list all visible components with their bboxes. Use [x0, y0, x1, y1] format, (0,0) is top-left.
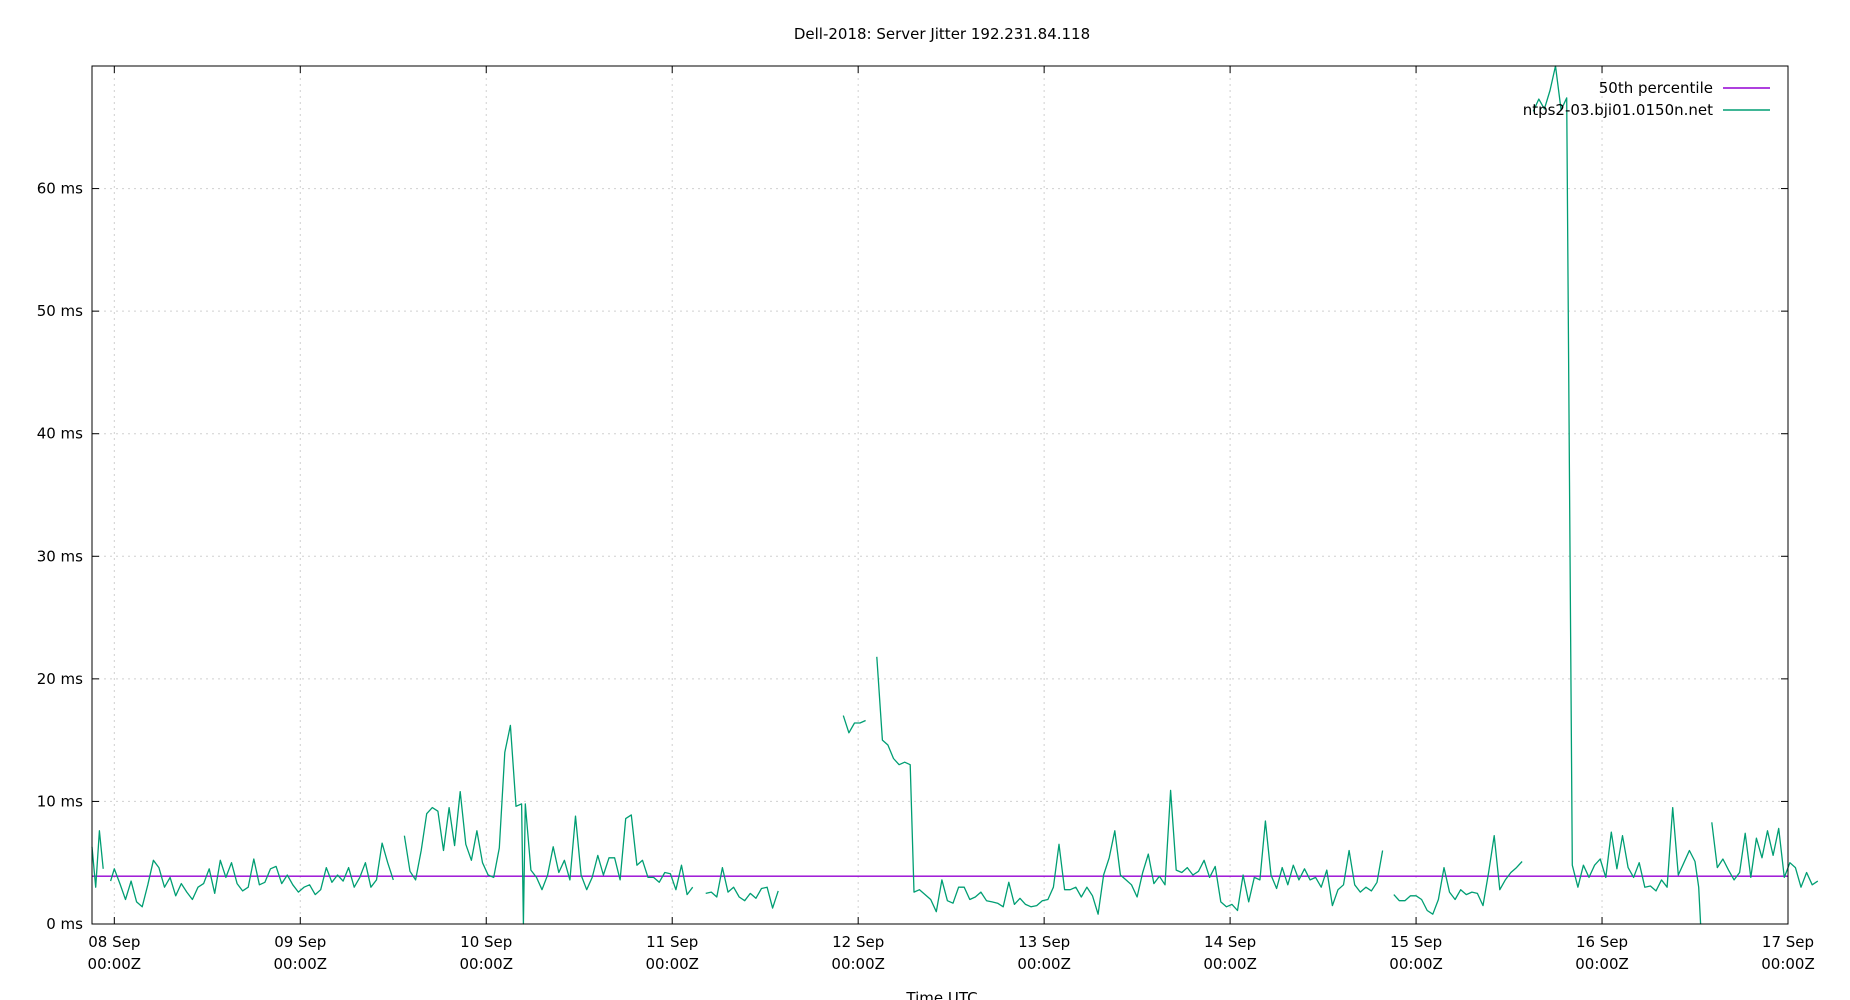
series-lines	[91, 65, 1819, 925]
x-tick-label-date: 12 Sep	[832, 933, 884, 951]
x-tick-label-time: 00:00Z	[459, 955, 513, 973]
series-line-1	[109, 842, 394, 908]
x-tick-label-time: 00:00Z	[1575, 955, 1629, 973]
x-tick-label-date: 11 Sep	[646, 933, 698, 951]
x-tick-label-time: 00:00Z	[274, 955, 328, 973]
x-tick-label-date: 08 Sep	[88, 933, 140, 951]
series-line-1	[1393, 835, 1523, 915]
series-line-1	[876, 656, 1384, 915]
x-tick-label-time: 00:00Z	[1017, 955, 1071, 973]
legend-label: 50th percentile	[1599, 79, 1713, 97]
x-tick-label-date: 17 Sep	[1762, 933, 1814, 951]
x-tick-label-time: 00:00Z	[1203, 955, 1257, 973]
x-axis-label: Time UTC	[905, 989, 977, 1000]
legend: 50th percentile ntps2-03.bji01.0150n.net	[1523, 79, 1770, 119]
y-tick-label: 40 ms	[37, 425, 83, 443]
y-tick-label: 0 ms	[46, 915, 83, 933]
series-line-1	[705, 866, 779, 909]
x-tick-label-date: 13 Sep	[1018, 933, 1070, 951]
y-tick-label: 20 ms	[37, 670, 83, 688]
chart-title: Dell-2018: Server Jitter 192.231.84.118	[794, 25, 1090, 43]
series-line-1	[91, 830, 104, 888]
x-tick-label-time: 00:00Z	[88, 955, 142, 973]
x-tick-label-time: 00:00Z	[1761, 955, 1815, 973]
grid-lines	[92, 66, 1789, 924]
x-tick-label-date: 10 Sep	[460, 933, 512, 951]
x-tick-label-time: 00:00Z	[645, 955, 699, 973]
legend-label: ntps2-03.bji01.0150n.net	[1523, 101, 1713, 119]
series-line-1	[1711, 822, 1819, 888]
x-tick-label-date: 15 Sep	[1390, 933, 1442, 951]
x-tick-label-date: 16 Sep	[1576, 933, 1628, 951]
series-line-1	[1532, 65, 1702, 925]
y-tick-label: 50 ms	[37, 302, 83, 320]
x-tick-label-date: 14 Sep	[1204, 933, 1256, 951]
y-tick-label: 30 ms	[37, 547, 83, 565]
x-tick-label-time: 00:00Z	[1389, 955, 1443, 973]
y-tick-label: 60 ms	[37, 180, 83, 198]
plot-frame	[91, 65, 1789, 925]
series-line-1	[842, 715, 866, 734]
x-axis-ticks: 08 Sep 00:00Z 09 Sep 00:00Z 10 Sep 00:00Z 11 S…	[88, 66, 1815, 973]
x-tick-label-time: 00:00Z	[831, 955, 885, 973]
y-axis-ticks: 0 ms 10 ms 20 ms 30 ms 40 ms 50 ms 60 ms	[37, 180, 1788, 933]
x-tick-label-date: 09 Sep	[274, 933, 326, 951]
series-line-1	[403, 724, 694, 925]
y-tick-label: 10 ms	[37, 792, 83, 810]
